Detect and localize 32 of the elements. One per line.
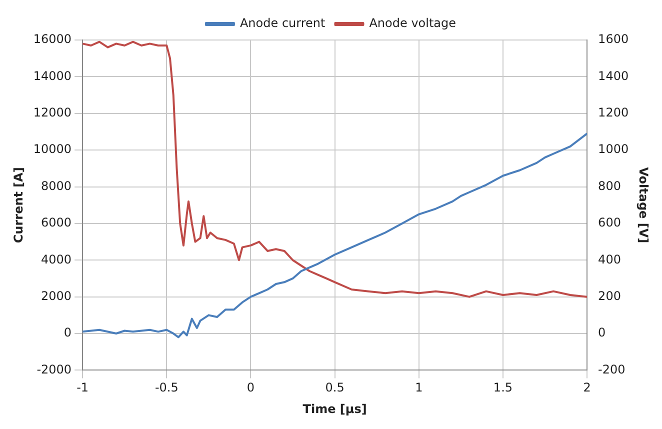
y2-tick-label: -200 bbox=[598, 362, 626, 376]
x-tick-label: -1 bbox=[76, 380, 89, 395]
y2-axis-title: Voltage [V] bbox=[636, 167, 651, 244]
x-tick-label: 2 bbox=[583, 380, 591, 395]
y-tick-label: 8000 bbox=[41, 178, 72, 193]
y-tick-label: 6000 bbox=[41, 216, 72, 230]
y-tick-label: 10000 bbox=[33, 142, 72, 156]
x-axis-title: Time [µs] bbox=[302, 402, 367, 416]
x-tick-label: 1.5 bbox=[493, 380, 513, 395]
y-tick-label: 12000 bbox=[33, 106, 72, 120]
x-tick-label: -0.5 bbox=[154, 380, 178, 395]
y-tick-label: 16000 bbox=[33, 32, 72, 46]
y2-tick-label: 1400 bbox=[598, 68, 629, 83]
y2-tick-label: 400 bbox=[598, 252, 621, 266]
y-tick-label: 4000 bbox=[41, 252, 72, 266]
legend-label: Anode current bbox=[240, 16, 326, 30]
x-tick-label: 1 bbox=[415, 380, 423, 395]
y2-tick-label: 200 bbox=[598, 288, 621, 303]
y-tick-label: 2000 bbox=[41, 288, 72, 303]
x-tick-label: 0.5 bbox=[325, 380, 344, 395]
y-axis-title: Current [A] bbox=[11, 167, 26, 244]
x-tick-label: 0 bbox=[246, 380, 255, 395]
y2-tick-label: 600 bbox=[598, 216, 621, 230]
legend-label: Anode voltage bbox=[369, 16, 456, 30]
y2-tick-label: 1000 bbox=[598, 142, 629, 156]
y2-tick-label: 0 bbox=[598, 326, 606, 340]
y-tick-label: 14000 bbox=[33, 68, 72, 83]
y-tick-label: 0 bbox=[64, 326, 72, 340]
y2-tick-label: 1600 bbox=[598, 32, 629, 46]
y-tick-label: -2000 bbox=[36, 362, 72, 376]
y2-tick-label: 1200 bbox=[598, 106, 629, 120]
y2-tick-label: 800 bbox=[598, 178, 621, 193]
